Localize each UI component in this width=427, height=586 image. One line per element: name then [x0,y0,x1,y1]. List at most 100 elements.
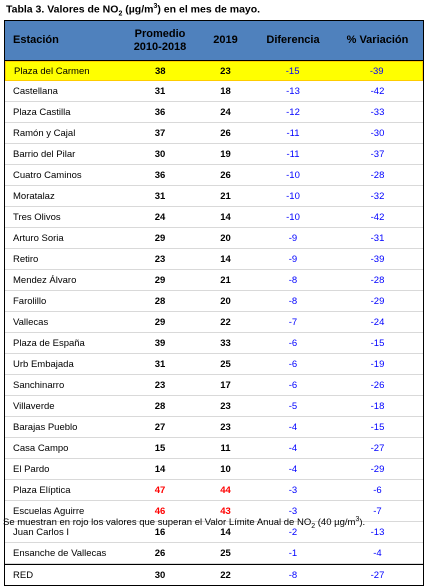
cell-variation: -39 [370,253,385,265]
cell-difference: -10 [286,211,300,223]
cell-variation: -32 [370,190,385,202]
cell-difference: -10 [286,190,300,202]
cell-difference: -11 [286,148,300,160]
table-row: Ramón y Cajal 37 26 -11 -30 [5,123,423,144]
table-row: Tres Olivos 24 14 -10 -42 [5,207,423,228]
cell-average: 27 [154,421,166,433]
cell-2019: 44 [220,484,231,496]
cell-variation: -18 [370,400,385,412]
header-variation: % Variación [346,34,409,46]
cell-difference: -9 [288,232,298,244]
cell-average: 23 [154,253,166,265]
cell-station: Escuelas Aguirre [13,505,85,517]
cell-2019: 26 [220,127,231,139]
table-row: Plaza Castilla 36 24 -12 -33 [5,102,423,123]
cell-2019: 23 [220,400,231,412]
cell-station: Barajas Pueblo [13,421,78,433]
cell-2019: 17 [220,379,231,391]
table-row: Cuatro Caminos 36 26 -10 -28 [5,165,423,186]
cell-average: 29 [154,232,166,244]
cell-average: 31 [154,190,166,202]
cell-average: 26 [154,547,166,559]
cell-2019: 24 [220,106,231,118]
table-row: Ensanche de Vallecas 26 25 -1 -4 [5,543,423,564]
cell-average: 15 [154,442,166,454]
cell-variation: -26 [370,379,385,391]
cell-average: 31 [154,358,166,370]
cell-variation: -15 [370,337,385,349]
table-row: Plaza Elíptica 47 44 -3 -6 [5,480,423,501]
cell-variation: -13 [370,526,385,538]
table-row: Moratalaz 31 21 -10 -32 [5,186,423,207]
cell-variation: -4 [373,547,382,559]
cell-station: Juan Carlos I [13,526,69,538]
cell-2019: 25 [220,358,231,370]
table-row: Barrio del Pilar 30 19 -11 -37 [5,144,423,165]
cell-difference: -5 [288,400,298,412]
cell-variation: -15 [370,421,385,433]
cell-station: Mendez Álvaro [13,274,77,286]
cell-average: 14 [154,463,166,475]
cell-station: RED [13,569,34,581]
cell-difference: -6 [288,337,298,349]
cell-average: 37 [154,127,166,139]
cell-2019: 23 [220,421,231,433]
cell-station: Plaza Elíptica [13,484,71,496]
cell-variation: -31 [370,232,385,244]
cell-2019: 18 [220,85,231,97]
cell-difference: -3 [288,484,298,496]
cell-variation: -29 [370,295,385,307]
cell-station: Tres Olivos [13,211,61,223]
cell-2019: 19 [220,148,231,160]
cell-station: Vallecas [13,316,49,328]
cell-2019: 14 [220,253,231,265]
cell-2019: 26 [220,169,231,181]
table-row: Plaza de España 39 33 -6 -15 [5,333,423,354]
cell-average: 46 [154,505,166,517]
table-header: Estación Promedio 2010-2018 2019 Diferenc… [5,21,423,61]
table-row: Castellana 31 18 -13 -42 [5,81,423,102]
table-row: Farolillo 28 20 -8 -29 [5,291,423,312]
cell-station: Plaza de España [13,337,85,349]
cell-2019: 43 [220,505,231,517]
cell-difference: -8 [288,274,298,286]
cell-average: 39 [154,337,166,349]
cell-2019: 20 [220,295,231,307]
cell-variation: -28 [370,169,385,181]
cell-2019: 23 [220,65,231,77]
table-row: Arturo Soria 29 20 -9 -31 [5,228,423,249]
cell-difference: -2 [288,526,298,538]
cell-average: 31 [154,85,166,97]
table-body: Plaza del Carmen 38 23 -15 -39 Castellana 31 18… [5,61,423,564]
cell-difference: -10 [286,169,300,181]
cell-station: Retiro [13,253,39,265]
table-row: Escuelas Aguirre 46 43 -3 -7 [5,501,423,522]
cell-average: 38 [155,65,166,77]
cell-2019: 33 [220,337,231,349]
table-row: Sanchinarro 23 17 -6 -26 [5,375,423,396]
cell-variation: -42 [370,85,385,97]
cell-2019: 10 [220,463,231,475]
cell-average: 36 [154,106,166,118]
cell-station: Barrio del Pilar [13,148,76,160]
cell-2019: 21 [220,274,231,286]
table-row: Casa Campo 15 11 -4 -27 [5,438,423,459]
cell-average: 29 [154,274,166,286]
table-row: Villaverde 28 23 -5 -18 [5,396,423,417]
table-row: Mendez Álvaro 29 21 -8 -28 [5,270,423,291]
cell-variation: -42 [370,211,385,223]
header-average: Promedio 2010-2018 [133,27,187,53]
cell-average: 24 [154,211,166,223]
cell-station: Urb Embajada [13,358,74,370]
cell-variation: -6 [373,484,382,496]
table-row: Barajas Pueblo 27 23 -4 -15 [5,417,423,438]
header-2019: 2019 [213,34,238,46]
table-row: Urb Embajada 31 25 -6 -19 [5,354,423,375]
cell-average: 47 [154,484,166,496]
cell-station: Plaza Castilla [13,106,71,118]
cell-station: Casa Campo [13,442,69,454]
cell-difference: -12 [286,106,300,118]
cell-2019: 22 [220,316,231,328]
cell-difference: -4 [288,442,298,454]
cell-variation: -37 [370,148,385,160]
